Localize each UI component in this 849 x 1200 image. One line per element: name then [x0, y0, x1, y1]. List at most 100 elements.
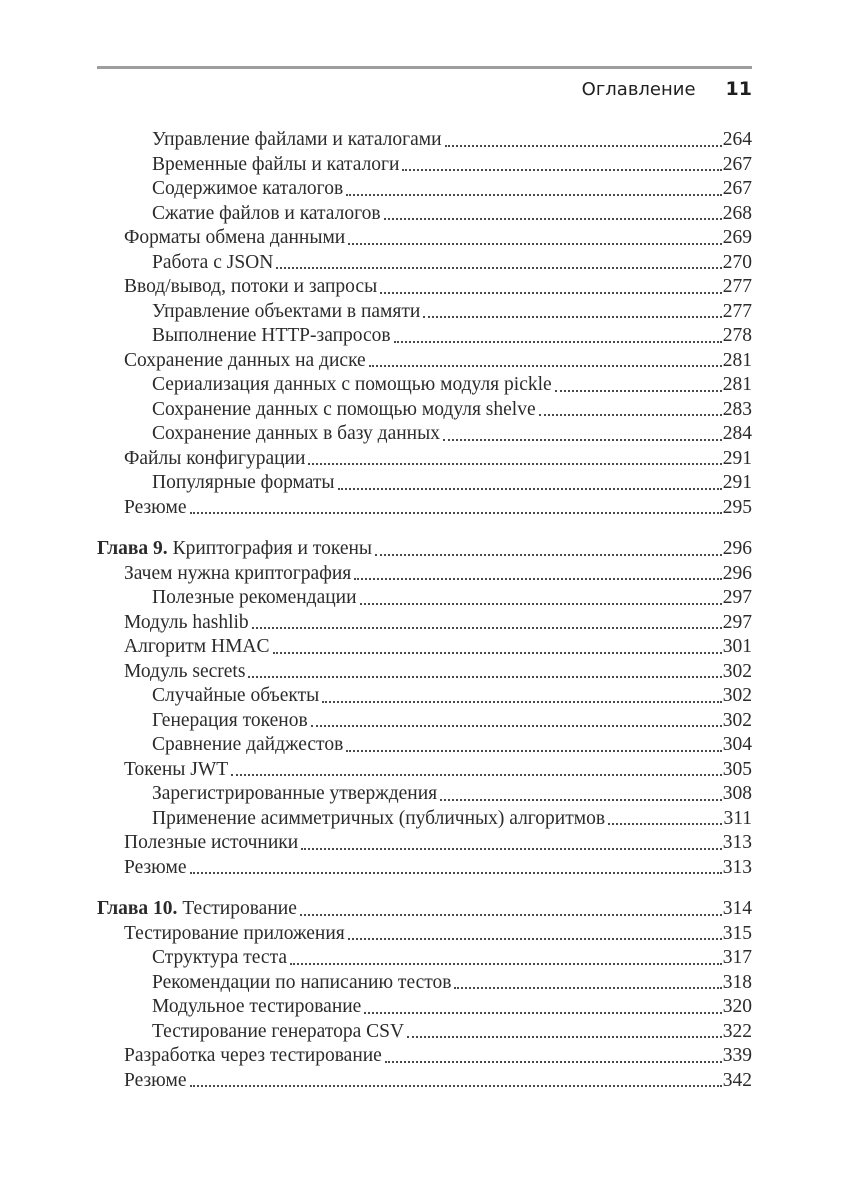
toc-entry[interactable]: Сравнение дайджестов 304 — [152, 733, 752, 758]
toc-entry[interactable]: Сжатие файлов и каталогов 268 — [152, 202, 752, 227]
toc-entry[interactable]: Резюме 313 — [124, 856, 752, 881]
toc-chapter-entry[interactable]: Глава 9. Криптография и токены 296 — [97, 537, 752, 562]
dot-leader — [554, 389, 722, 392]
toc-entry-label: Сохранение данных на диске — [124, 349, 366, 371]
dot-leader — [308, 463, 722, 465]
toc-page-number: 267 — [722, 153, 752, 175]
toc-entry[interactable]: Генерация токенов 302 — [152, 709, 752, 734]
dot-leader — [384, 1060, 722, 1063]
dot-leader — [322, 700, 722, 703]
toc-page-number: 318 — [722, 971, 752, 993]
running-header: Оглавление 11 — [97, 77, 752, 102]
toc-entry-label: Сжатие файлов и каталогов — [152, 202, 381, 224]
toc-entry[interactable]: Тестирование генератора CSV 322 — [152, 1020, 752, 1045]
toc-entry[interactable]: Форматы обмена данными 269 — [124, 226, 752, 251]
toc-entry-label: Генерация токенов — [152, 709, 308, 731]
toc-page-number: 339 — [722, 1045, 752, 1066]
toc-page-number: 302 — [722, 660, 752, 682]
toc-page-number: 302 — [722, 709, 752, 731]
toc-entry[interactable]: Разработка через тестирование 339 — [124, 1044, 752, 1069]
toc-entry[interactable]: Популярные форматы 291 — [152, 471, 752, 496]
dot-leader — [442, 438, 722, 441]
toc-entry[interactable]: Работа с JSON 270 — [152, 251, 752, 276]
toc-entry[interactable]: Выполнение HTTP-запросов 278 — [152, 324, 752, 349]
toc-entry[interactable]: Сохранение данных с помощью модуля shelv… — [152, 398, 752, 423]
toc-entry-label: Резюме — [124, 496, 187, 518]
toc-entry[interactable]: Сохранение данных в базу данных 284 — [152, 422, 752, 447]
dot-leader — [346, 193, 722, 196]
dot-leader — [189, 512, 722, 514]
chapter-number-prefix: Глава 10. — [97, 898, 183, 919]
toc-entry-label: Рекомендации по написанию тестов — [152, 971, 452, 993]
dot-leader — [248, 676, 722, 678]
toc-page-number: 302 — [722, 685, 752, 706]
dot-leader — [299, 913, 722, 916]
toc-entry[interactable]: Случайные объекты 302 — [152, 684, 752, 709]
toc-page-number: 305 — [722, 758, 752, 780]
toc-entry-label: Выполнение HTTP-запросов — [152, 325, 391, 346]
toc-entry[interactable]: Структура теста 317 — [152, 946, 752, 971]
toc-page-number: 320 — [722, 996, 752, 1017]
toc-page-number: 317 — [722, 947, 752, 968]
toc-page-number: 313 — [722, 856, 752, 878]
dot-leader — [608, 823, 723, 825]
dot-leader — [346, 749, 722, 752]
toc-entry[interactable]: Рекомендации по написанию тестов 318 — [152, 971, 752, 996]
toc-entry[interactable]: Зачем нужна криптография 296 — [124, 562, 752, 587]
running-header-title: Оглавление — [581, 79, 696, 100]
toc-chapter-entry[interactable]: Глава 10. Тестирование 314 — [97, 897, 752, 922]
toc-entry-label: Сериализация данных с помощью модуля pic… — [152, 374, 552, 395]
dot-leader — [368, 365, 722, 367]
toc-page-number: 281 — [722, 349, 752, 371]
toc-entry[interactable]: Содержимое каталогов 267 — [152, 177, 752, 202]
toc-entry[interactable]: Резюме 342 — [124, 1069, 752, 1094]
toc-page-number: 291 — [722, 447, 752, 469]
dot-leader — [375, 553, 722, 556]
toc-entry-label: Модуль secrets — [124, 660, 246, 682]
dot-leader — [393, 340, 722, 343]
toc-entry[interactable]: Полезные рекомендации 297 — [152, 586, 752, 611]
toc-entry-label: Сравнение дайджестов — [152, 734, 344, 755]
toc-entry[interactable]: Модульное тестирование 320 — [152, 995, 752, 1020]
toc-entry-label: Глава 9. Криптография и токены — [97, 538, 373, 559]
toc-entry[interactable]: Тестирование приложения 315 — [124, 922, 752, 947]
toc-entry-label: Работа с JSON — [152, 251, 274, 273]
toc-entry-label: Резюме — [124, 856, 187, 878]
toc-entry[interactable]: Управление файлами и каталогами 264 — [152, 128, 752, 153]
toc-entry-label: Токены JWT — [124, 758, 229, 780]
toc-entry-label: Форматы обмена данными — [124, 227, 346, 248]
toc-page-number: 277 — [722, 300, 752, 322]
toc-entry-label: Зарегистрированные утверждения — [152, 783, 438, 804]
toc-entry-label: Сохранение данных в базу данных — [152, 423, 440, 444]
toc-entry[interactable]: Ввод/вывод, потоки и запросы 277 — [124, 275, 752, 300]
dot-leader — [348, 242, 722, 245]
toc-entry[interactable]: Модуль secrets 302 — [124, 660, 752, 685]
toc-entry[interactable]: Применение асимметричных (публичных) алг… — [152, 807, 752, 832]
chapter-number-prefix: Глава 9. — [97, 538, 173, 559]
toc-page-number: 342 — [722, 1069, 752, 1091]
toc-entry-label: Тестирование приложения — [124, 922, 345, 944]
dot-leader — [189, 872, 722, 874]
toc-entry[interactable]: Резюме 295 — [124, 496, 752, 521]
toc-entry[interactable]: Временные файлы и каталоги 267 — [152, 153, 752, 178]
toc-page-number: 301 — [722, 636, 752, 657]
toc-entry[interactable]: Токены JWT 305 — [124, 758, 752, 783]
toc-entry-label: Управление объектами в памяти — [152, 300, 421, 322]
toc-page-number: 283 — [722, 398, 752, 420]
toc-entry[interactable]: Алгоритм HMAC 301 — [124, 635, 752, 660]
toc-entry[interactable]: Файлы конфигурации 291 — [124, 447, 752, 472]
toc-page-number: 267 — [722, 178, 752, 199]
toc-page-number: 268 — [722, 202, 752, 224]
toc-entry-label: Алгоритм HMAC — [124, 636, 270, 657]
toc-entry-label: Структура теста — [152, 947, 287, 968]
dot-leader — [347, 938, 722, 940]
dot-leader — [383, 218, 722, 220]
toc-entry[interactable]: Полезные источники 313 — [124, 831, 752, 856]
toc-entry[interactable]: Сериализация данных с помощью модуля pic… — [152, 373, 752, 398]
toc-entry[interactable]: Зарегистрированные утверждения 308 — [152, 782, 752, 807]
toc-entry[interactable]: Модуль hashlib 297 — [124, 611, 752, 636]
toc-entry[interactable]: Управление объектами в памяти 277 — [152, 300, 752, 325]
dot-leader — [189, 1085, 722, 1087]
toc-entry[interactable]: Сохранение данных на диске 281 — [124, 349, 752, 374]
toc-entry-label: Случайные объекты — [152, 685, 320, 706]
